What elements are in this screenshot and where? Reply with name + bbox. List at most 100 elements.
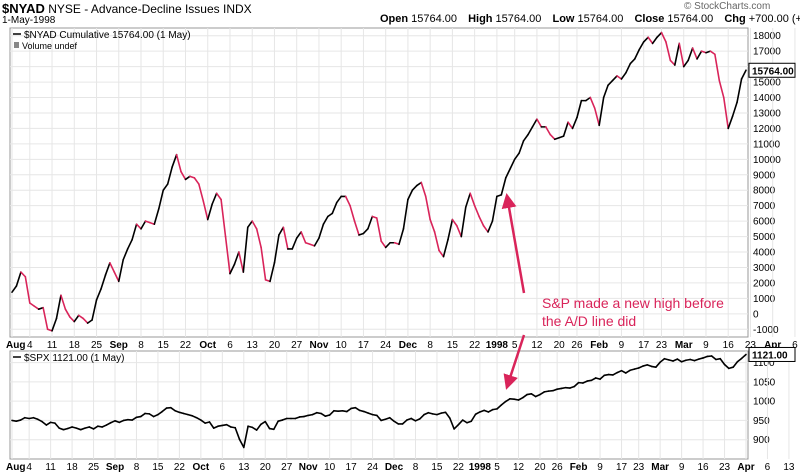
series-segment xyxy=(424,195,431,221)
series-segment xyxy=(175,153,182,173)
series-segment xyxy=(69,316,76,323)
series-segment xyxy=(571,116,578,130)
series-segment xyxy=(105,421,112,426)
x-tick-label: 18 xyxy=(67,462,79,473)
series-segment xyxy=(625,62,632,74)
x-tick-label: 15 xyxy=(152,462,164,473)
x-tick-label: Dec xyxy=(385,462,404,473)
series-segment xyxy=(401,419,408,425)
y-tick-label: 15000 xyxy=(753,78,781,89)
series-segment xyxy=(416,181,423,187)
x-tick-label: 15 xyxy=(158,340,170,351)
series-segment xyxy=(234,426,241,441)
x-tick-label: Apr xyxy=(764,340,781,351)
series-segment xyxy=(573,381,580,388)
series-segment xyxy=(549,133,556,141)
series-segment xyxy=(433,231,440,252)
series-segment xyxy=(273,420,279,431)
series-segment xyxy=(36,418,43,423)
close-value: 15764.00 xyxy=(667,13,714,25)
y-tick-label: 14000 xyxy=(753,93,781,104)
series-segment xyxy=(162,183,169,192)
y-tick-label: 10000 xyxy=(753,155,781,166)
series-segment xyxy=(504,398,511,403)
series-segment xyxy=(482,224,489,233)
series-segment xyxy=(740,69,747,80)
series-segment xyxy=(567,121,574,130)
series-segment xyxy=(260,420,267,426)
x-tick-label: Mar xyxy=(675,340,693,351)
x-tick-label: Oct xyxy=(193,462,210,473)
series-segment xyxy=(474,411,481,416)
y-tick-label: 1000 xyxy=(753,294,776,305)
series-segment xyxy=(438,249,445,258)
series-segment xyxy=(487,408,494,413)
series-segment xyxy=(687,47,694,62)
x-tick-label: 17 xyxy=(638,340,650,351)
x-tick-label: Nov xyxy=(299,462,318,473)
series-segment xyxy=(402,198,409,230)
series-segment xyxy=(135,223,142,230)
x-tick-label: 1998 xyxy=(469,462,492,473)
series-segment xyxy=(157,410,164,416)
y-tick-label: 5000 xyxy=(753,232,776,243)
series-segment xyxy=(500,400,507,406)
series-segment xyxy=(714,53,721,82)
y-tick-label: 17000 xyxy=(753,47,781,58)
series-segment xyxy=(398,228,405,246)
x-tick-label: 23 xyxy=(745,340,757,351)
x-tick-label: 9 xyxy=(679,462,685,473)
x-tick-label: Dec xyxy=(399,340,418,351)
series-segment xyxy=(54,422,61,429)
x-tick-label: 17 xyxy=(616,462,628,473)
series-segment xyxy=(64,308,71,318)
x-tick-label: 9 xyxy=(619,340,625,351)
series-segment xyxy=(117,258,125,283)
series-segment xyxy=(238,438,245,449)
series-segment xyxy=(656,31,663,39)
series-segment xyxy=(509,158,516,170)
series-segment xyxy=(344,195,351,207)
series-segment xyxy=(354,406,361,412)
series-segment xyxy=(456,224,463,238)
y-tick-label: -1000 xyxy=(753,325,779,336)
series-segment xyxy=(444,411,451,419)
x-tick-label: 13 xyxy=(247,340,259,351)
x-tick-label: 10 xyxy=(336,340,348,351)
series-segment xyxy=(45,421,52,426)
series-segment xyxy=(73,314,80,323)
series-segment xyxy=(470,413,477,423)
series-segment xyxy=(376,414,382,422)
series-segment xyxy=(184,175,191,181)
series-segment xyxy=(710,355,717,361)
y-tick-label: 0 xyxy=(753,309,759,320)
series-segment xyxy=(335,195,342,204)
y-tick-label: 3000 xyxy=(753,263,776,274)
series-segment xyxy=(295,231,302,239)
x-tick-label: 17 xyxy=(358,340,370,351)
series-segment xyxy=(166,166,173,185)
series-segment xyxy=(33,305,40,310)
x-tick-label: Aug xyxy=(6,462,25,473)
series-segment xyxy=(318,223,325,239)
series-segment xyxy=(655,361,661,369)
y-tick-label: 11000 xyxy=(753,139,781,150)
series-segment xyxy=(676,358,683,363)
x-tick-label: 24 xyxy=(367,462,379,473)
series-segment xyxy=(282,226,289,250)
x-tick-label: 18 xyxy=(69,340,81,351)
series-segment xyxy=(478,215,485,227)
series-segment xyxy=(517,396,524,401)
series-segment xyxy=(521,393,528,399)
x-tick-label: 8 xyxy=(138,340,144,351)
series-segment xyxy=(562,121,569,137)
x-tick-label: 6 xyxy=(765,462,771,473)
series-segment xyxy=(260,246,267,281)
series-segment xyxy=(328,409,335,416)
x-tick-label: Nov xyxy=(309,340,328,351)
series-segment xyxy=(19,416,26,421)
series-segment xyxy=(418,413,425,420)
series-segment xyxy=(593,107,601,127)
series-segment xyxy=(206,203,213,221)
